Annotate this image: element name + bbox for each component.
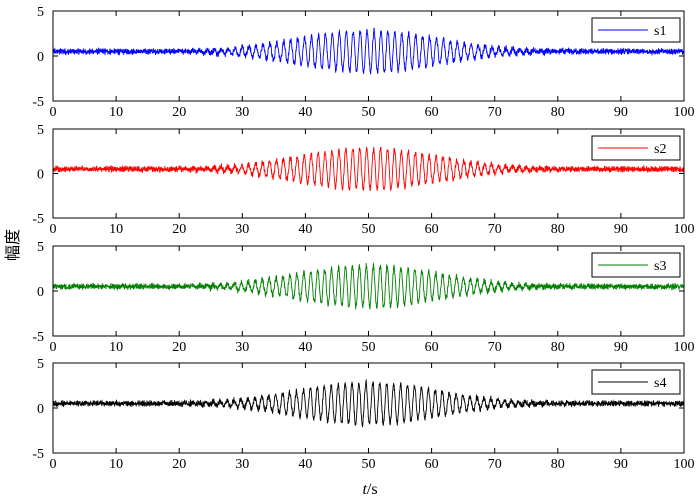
legend: s1	[591, 17, 681, 43]
legend-label-s3: s3	[654, 259, 666, 274]
x-tick-label: 80	[551, 105, 565, 120]
x-tick-label: 70	[488, 457, 502, 472]
x-tick-label: 30	[235, 222, 249, 237]
panel-s2: 0 10 20 30 40 50 60 70 80 90 100 -5 0 5 s2	[32, 123, 694, 237]
x-tick-label: 40	[298, 340, 312, 355]
x-tick-label: 50	[362, 105, 376, 120]
legend: s4	[591, 369, 681, 395]
x-axis-label-italic: t	[362, 481, 367, 498]
x-tick-label: 40	[298, 457, 312, 472]
legend: s3	[591, 252, 681, 278]
x-tick-label: 90	[614, 222, 628, 237]
x-axis-label: t/s	[362, 481, 377, 498]
series-line-s3	[53, 262, 684, 310]
x-tick-label: 0	[50, 340, 57, 355]
legend-label-s4: s4	[654, 376, 666, 391]
x-tick-label: 70	[488, 340, 502, 355]
x-tick-label: 0	[50, 222, 57, 237]
x-tick-label: 40	[298, 105, 312, 120]
x-tick-label: 20	[172, 222, 186, 237]
y-tick-label: 0	[37, 285, 44, 300]
legend-label-s2: s2	[654, 142, 666, 157]
x-tick-label: 20	[172, 105, 186, 120]
x-tick-label: 0	[50, 457, 57, 472]
y-tick-label: 0	[37, 402, 44, 417]
x-tick-label: 30	[235, 340, 249, 355]
x-axis-label-unit: /s	[367, 481, 378, 498]
y-tick-label: -5	[32, 447, 44, 462]
x-tick-label: 40	[298, 222, 312, 237]
x-tick-label: 80	[551, 340, 565, 355]
series-line-s4	[53, 378, 684, 428]
series-line-s1	[53, 27, 684, 75]
x-tick-label: 50	[362, 222, 376, 237]
y-tick-label: -5	[32, 95, 44, 110]
x-tick-label: 10	[109, 222, 123, 237]
x-tick-label: 60	[425, 457, 439, 472]
panel-s1: 0 10 20 30 40 50 60 70 80 90 100 -5 0 5 s1	[32, 5, 694, 120]
x-tick-label: 70	[488, 105, 502, 120]
x-tick-label: 90	[614, 340, 628, 355]
y-tick-label: -5	[32, 330, 44, 345]
x-tick-label: 100	[674, 457, 695, 472]
y-tick-label: -5	[32, 212, 44, 227]
x-tick-label: 10	[109, 340, 123, 355]
x-tick-label: 80	[551, 457, 565, 472]
x-tick-label: 100	[674, 105, 695, 120]
series-line-s2	[53, 146, 684, 192]
axes-frame	[52, 362, 685, 454]
legend: s2	[591, 135, 681, 161]
x-tick-label: 60	[425, 105, 439, 120]
y-tick-label: 5	[37, 240, 44, 255]
axes-frame	[52, 10, 685, 102]
x-tick-label: 50	[362, 457, 376, 472]
x-tick-label: 70	[488, 222, 502, 237]
x-tick-label: 20	[172, 457, 186, 472]
x-tick-label: 10	[109, 457, 123, 472]
y-tick-label: 5	[37, 357, 44, 372]
y-tick-label: 5	[37, 5, 44, 20]
x-tick-label: 10	[109, 105, 123, 120]
x-tick-label: 30	[235, 457, 249, 472]
x-tick-label: 100	[674, 340, 695, 355]
x-tick-label: 90	[614, 457, 628, 472]
panel-s4: 0 10 20 30 40 50 60 70 80 90 100 -5 0 5 s4	[32, 357, 694, 472]
y-tick-label: 0	[37, 50, 44, 65]
x-tick-label: 20	[172, 340, 186, 355]
x-tick-label: 30	[235, 105, 249, 120]
y-axis-label: 幅度	[4, 229, 22, 261]
x-tick-label: 0	[50, 105, 57, 120]
x-tick-label: 50	[362, 340, 376, 355]
x-tick-label: 60	[425, 340, 439, 355]
y-tick-label: 0	[37, 168, 44, 183]
y-tick-label: 5	[37, 123, 44, 138]
panel-s3: 0 10 20 30 40 50 60 70 80 90 100 -5 0 5 s3	[32, 240, 694, 355]
x-tick-label: 60	[425, 222, 439, 237]
x-tick-label: 90	[614, 105, 628, 120]
x-tick-label: 80	[551, 222, 565, 237]
x-tick-label: 100	[674, 222, 695, 237]
legend-label-s1: s1	[654, 24, 666, 39]
